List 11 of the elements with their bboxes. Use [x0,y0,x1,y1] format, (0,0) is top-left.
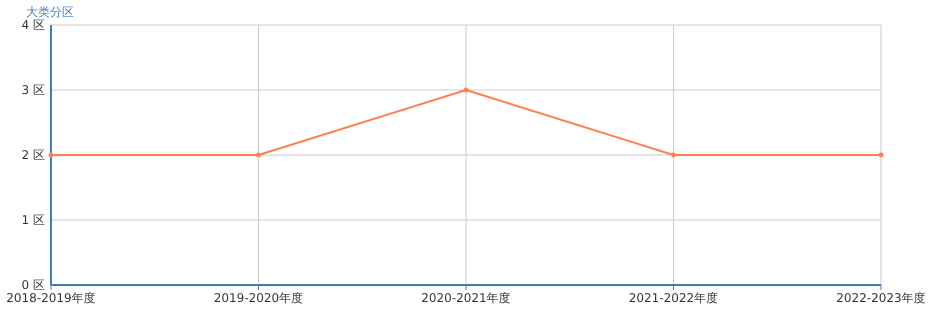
y-tick-label: 1 区 [22,213,45,227]
x-tick-label: 2018-2019年度 [6,291,96,305]
x-tick-label: 2020-2021年度 [421,291,511,305]
y-tick-label: 0 区 [22,278,45,292]
x-tick-label: 2022-2023年度 [836,291,926,305]
x-tick-label: 2019-2020年度 [214,291,304,305]
y-tick-label: 4 区 [22,18,45,32]
y-axis-title: 大类分区 [26,5,74,19]
x-tick-label: 2021-2022年度 [628,291,718,305]
y-tick-label: 2 区 [22,148,45,162]
y-tick-label: 3 区 [22,83,45,97]
